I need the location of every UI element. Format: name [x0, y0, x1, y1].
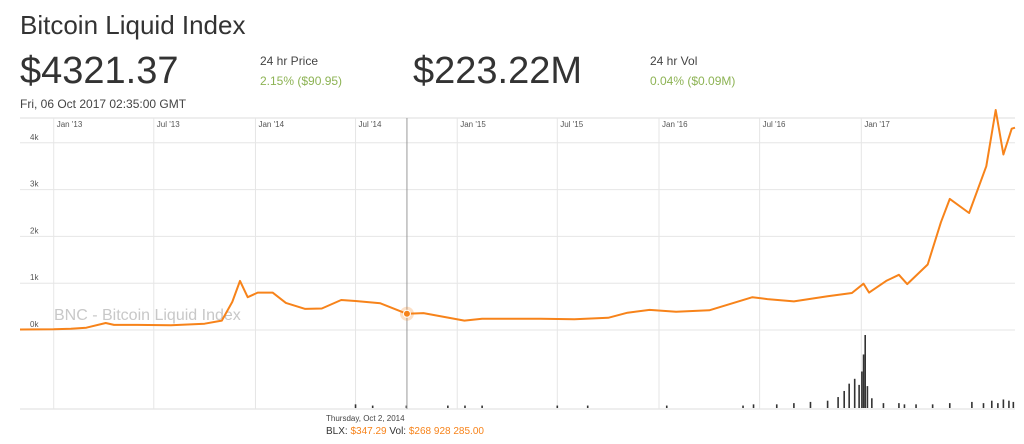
y-tick-label: 2k	[30, 226, 39, 235]
volume-bar	[447, 405, 449, 408]
price-value: $4321.37	[20, 50, 179, 92]
y-tick-label: 4k	[30, 133, 39, 142]
volume-bar	[864, 335, 866, 408]
x-tick-label: Jul '15	[560, 120, 583, 129]
volume-bar	[752, 404, 755, 408]
x-tick-label: Jan '17	[864, 120, 890, 129]
volume-bar	[858, 384, 860, 408]
volume-value: $223.22M	[413, 50, 583, 92]
volume-bar	[354, 404, 357, 408]
chart-watermark: BNC - Bitcoin Liquid Index	[54, 307, 241, 324]
volume-bar	[742, 405, 744, 408]
volume-bar	[848, 383, 850, 408]
volume-bar	[481, 405, 483, 408]
tooltip-blx-label: BLX:	[326, 426, 348, 437]
volume-bar	[903, 404, 906, 408]
volume-bar	[882, 403, 885, 408]
volume-bar	[1008, 400, 1010, 408]
tooltip-blx-value: $347.29	[350, 426, 387, 437]
volume-bar	[556, 405, 559, 408]
volume-bar	[871, 398, 873, 408]
y-tick-label: 0k	[30, 320, 39, 329]
volume-bar	[982, 403, 985, 408]
tooltip-date: Thursday, Oct 2, 2014	[326, 414, 405, 423]
volume-label: 24 hr Vol	[650, 54, 698, 68]
tooltip-vol-label: Vol:	[389, 426, 407, 437]
volume-bar	[898, 403, 900, 408]
x-tick-label: Jul '13	[157, 120, 180, 129]
volume-bar	[866, 386, 869, 408]
volume-bar	[371, 405, 374, 408]
page-title: Bitcoin Liquid Index	[20, 10, 246, 40]
x-tick-label: Jul '14	[359, 120, 382, 129]
volume-bar	[915, 404, 917, 408]
volume-bar	[586, 405, 589, 408]
volume-bar	[1012, 401, 1015, 408]
x-tick-label: Jul '16	[763, 120, 786, 129]
volume-bar	[665, 405, 668, 408]
y-tick-label: 3k	[30, 180, 39, 189]
volume-bar	[948, 403, 951, 408]
volume-bar	[853, 378, 856, 408]
y-tick-label: 1k	[30, 273, 39, 282]
tooltip-values: BLX: $347.29 Vol: $268 928 285.00	[326, 426, 484, 437]
volume-change: 0.04% ($0.09M)	[650, 74, 736, 88]
volume-bar	[843, 390, 845, 408]
volume-bar	[861, 371, 863, 408]
timestamp: Fri, 06 Oct 2017 02:35:00 GMT	[20, 97, 187, 111]
x-tick-label: Jan '16	[662, 120, 688, 129]
volume-bar	[826, 400, 829, 408]
price-line	[19, 109, 1016, 331]
volume-bar	[1002, 399, 1005, 408]
volume-bar	[837, 397, 839, 408]
x-tick-label: Jan '15	[460, 120, 486, 129]
x-tick-label: Jan '14	[258, 120, 284, 129]
volume-bar	[862, 354, 865, 408]
volume-bar	[464, 405, 466, 408]
volume-bar	[405, 405, 408, 408]
tooltip-vol-value: $268 928 285.00	[408, 426, 484, 437]
volume-bar	[793, 403, 795, 408]
volume-bar	[971, 401, 973, 408]
volume-bar	[775, 404, 778, 408]
x-tick-label: Jan '13	[57, 120, 83, 129]
volume-bar	[997, 403, 999, 408]
hover-point	[402, 309, 411, 318]
volume-bar	[809, 401, 812, 408]
price-change: 2.15% ($90.95)	[260, 74, 343, 88]
volume-bar	[931, 404, 934, 408]
volume-bar	[990, 400, 993, 408]
price-label: 24 hr Price	[260, 54, 319, 68]
